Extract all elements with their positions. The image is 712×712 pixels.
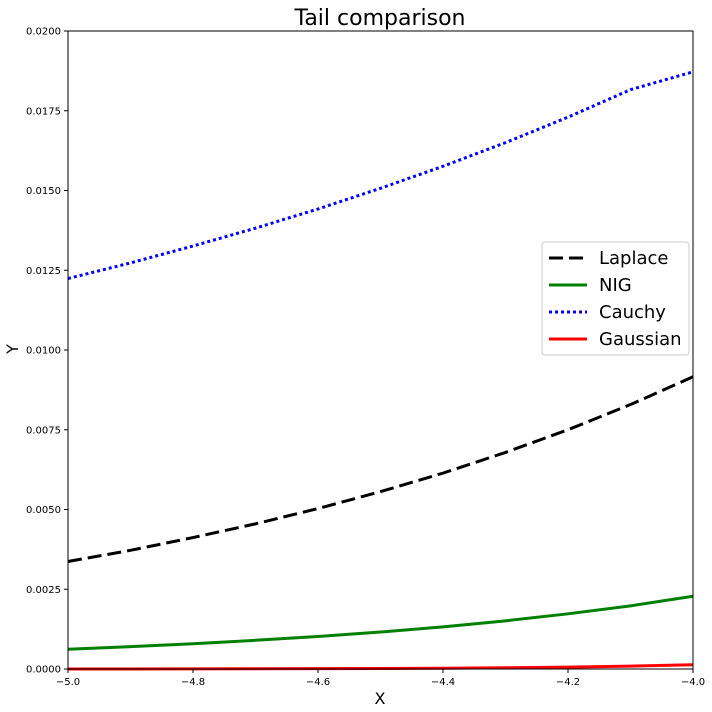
y-tick-label: 0.0075 bbox=[26, 425, 61, 436]
x-tick-label: −4.6 bbox=[306, 677, 330, 688]
series-line-cauchy bbox=[67, 70, 694, 280]
series-line-nig bbox=[67, 594, 694, 651]
x-tick-label: −4.2 bbox=[556, 677, 580, 688]
y-tick-label: 0.0125 bbox=[26, 266, 61, 277]
legend-label-gaussian: Gaussian bbox=[599, 329, 682, 350]
x-tick-label: −5.0 bbox=[56, 677, 80, 688]
y-tick-label: 0.0200 bbox=[26, 27, 61, 38]
y-axis: 0.0000 0.0025 0.0050 0.0075 0.0100 0.0125 0.01… bbox=[26, 27, 68, 676]
y-axis-label: Y bbox=[3, 344, 22, 355]
y-tick-label: 0.0050 bbox=[26, 505, 61, 516]
y-tick-label: 0.0175 bbox=[26, 106, 61, 117]
x-axis: −5.0 −4.8 −4.6 −4.4 −4.2 −4.0 bbox=[56, 669, 705, 688]
legend-box bbox=[541, 241, 690, 356]
series-line-laplace bbox=[67, 375, 694, 563]
x-tick-label: −4.8 bbox=[181, 677, 205, 688]
y-tick-label: 0.0100 bbox=[26, 346, 61, 357]
y-tick-label: 0.0000 bbox=[26, 665, 61, 676]
series-line-gaussian bbox=[67, 663, 694, 671]
x-tick-label: −4.0 bbox=[681, 677, 705, 688]
legend-label-cauchy: Cauchy bbox=[599, 302, 666, 323]
y-tick-label: 0.0025 bbox=[26, 585, 61, 596]
x-tick-label: −4.4 bbox=[431, 677, 455, 688]
chart-title: Tail comparison bbox=[294, 6, 466, 31]
plot-lines bbox=[67, 70, 694, 671]
legend-label-laplace: Laplace bbox=[599, 248, 669, 269]
legend: Laplace NIG Cauchy Gaussian bbox=[541, 241, 690, 356]
y-tick-label: 0.0150 bbox=[26, 186, 61, 197]
x-axis-label: X bbox=[375, 689, 386, 708]
legend-label-nig: NIG bbox=[599, 275, 632, 296]
